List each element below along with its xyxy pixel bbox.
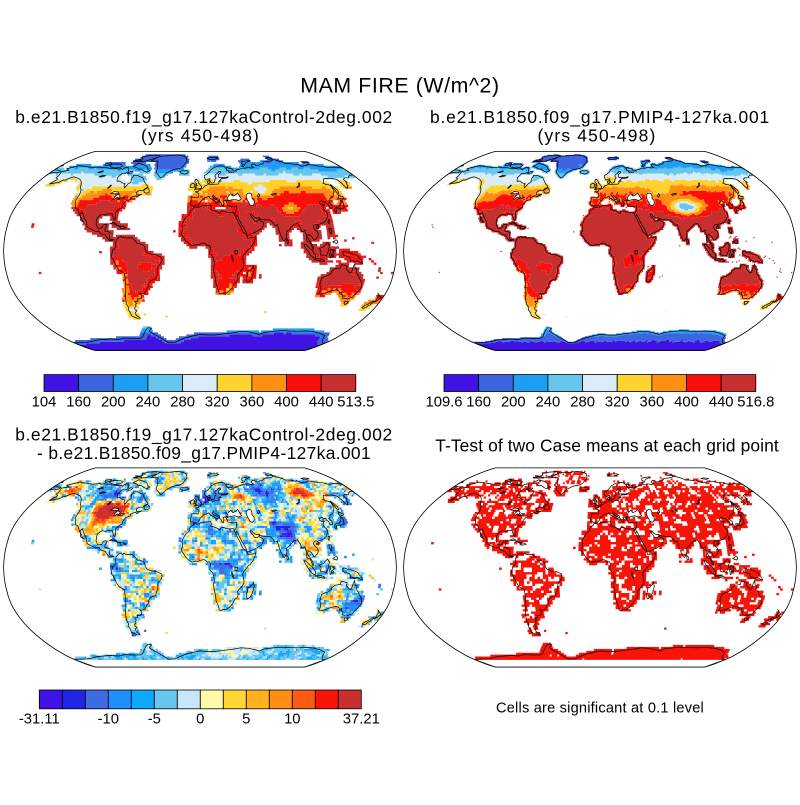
svg-text:(yrs 450-498): (yrs 450-498) xyxy=(537,126,656,146)
svg-text:360: 360 xyxy=(640,395,665,411)
svg-text:440: 440 xyxy=(709,395,734,411)
svg-text:200: 200 xyxy=(101,395,126,411)
svg-text:513.5: 513.5 xyxy=(337,395,374,411)
svg-text:320: 320 xyxy=(605,395,630,411)
svg-text:240: 240 xyxy=(136,395,161,411)
svg-text:b.e21.B1850.f19_g17.127kaContr: b.e21.B1850.f19_g17.127kaControl-2deg.00… xyxy=(15,107,393,127)
svg-text:Cells are significant at 0.1 l: Cells are significant at 0.1 level xyxy=(496,700,704,716)
svg-text:(yrs 450-498): (yrs 450-498) xyxy=(141,126,260,146)
svg-text:0: 0 xyxy=(196,712,204,728)
svg-text:T-Test of two Case means at ea: T-Test of two Case means at each grid po… xyxy=(435,435,779,455)
svg-text:- b.e21.B1850.f09_g17.PMIP4-12: - b.e21.B1850.f09_g17.PMIP4-127ka.001 xyxy=(37,443,371,463)
svg-text:b.e21.B1850.f09_g17.PMIP4-127k: b.e21.B1850.f09_g17.PMIP4-127ka.001 xyxy=(430,107,770,127)
svg-text:400: 400 xyxy=(674,395,699,411)
svg-text:160: 160 xyxy=(66,395,91,411)
svg-text:-10: -10 xyxy=(98,712,119,728)
svg-text:200: 200 xyxy=(501,395,526,411)
svg-text:104: 104 xyxy=(32,395,57,411)
svg-text:5: 5 xyxy=(242,712,250,728)
svg-text:280: 280 xyxy=(570,395,595,411)
svg-text:360: 360 xyxy=(240,395,265,411)
svg-text:MAM FIRE (W/m^2): MAM FIRE (W/m^2) xyxy=(300,74,499,98)
svg-text:109.6: 109.6 xyxy=(425,395,462,411)
svg-text:-5: -5 xyxy=(148,712,161,728)
svg-text:10: 10 xyxy=(284,712,300,728)
svg-text:516.8: 516.8 xyxy=(737,395,774,411)
svg-text:b.e21.B1850.f19_g17.127kaContr: b.e21.B1850.f19_g17.127kaControl-2deg.00… xyxy=(15,425,393,445)
svg-text:240: 240 xyxy=(536,395,561,411)
svg-text:280: 280 xyxy=(170,395,195,411)
svg-text:400: 400 xyxy=(274,395,299,411)
svg-text:440: 440 xyxy=(309,395,334,411)
svg-text:320: 320 xyxy=(205,395,230,411)
svg-text:160: 160 xyxy=(466,395,491,411)
svg-text:-31.11: -31.11 xyxy=(19,712,60,728)
svg-text:37.21: 37.21 xyxy=(343,712,380,728)
